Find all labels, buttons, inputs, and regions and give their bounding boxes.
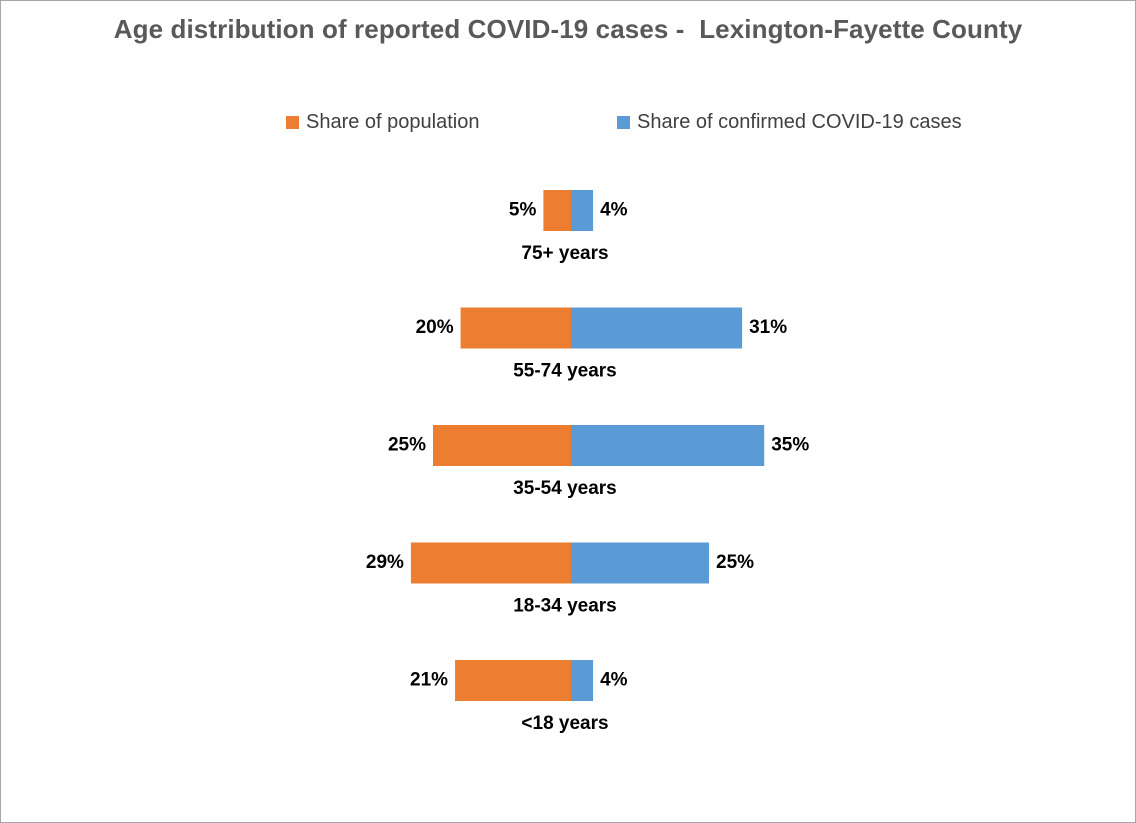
data-label-cases: 25% — [716, 552, 754, 573]
bar-cases — [571, 660, 594, 701]
category-label: 18-34 years — [513, 596, 617, 617]
bar-population — [460, 307, 571, 349]
data-label-cases: 4% — [600, 200, 628, 221]
legend-swatch-population — [286, 115, 299, 129]
category-label: 35-54 years — [513, 478, 617, 499]
data-label-population: 5% — [509, 200, 537, 221]
data-label-cases: 4% — [600, 670, 628, 691]
legend-swatch-cases — [617, 115, 630, 129]
chart-title: Age distribution of reported COVID-19 ca… — [113, 14, 1023, 44]
bar-cases — [571, 425, 765, 466]
legend-label-population: Share of population — [306, 110, 480, 133]
data-label-cases: 31% — [749, 317, 787, 338]
bar-population — [543, 190, 571, 231]
category-label: 55-74 years — [513, 361, 617, 382]
bar-cases — [571, 542, 709, 584]
bar-population — [410, 542, 571, 584]
bar-cases — [571, 307, 743, 349]
data-label-population: 20% — [416, 317, 454, 338]
legend-label-cases: Share of confirmed COVID-19 cases — [637, 110, 962, 133]
legend-item-cases: Share of confirmed COVID-19 cases — [617, 110, 962, 134]
data-label-population: 29% — [366, 552, 404, 573]
data-label-cases: 35% — [771, 435, 809, 456]
category-label: 75+ years — [521, 243, 608, 264]
category-label: <18 years — [521, 713, 608, 734]
data-label-population: 25% — [388, 435, 426, 456]
data-label-population: 21% — [410, 670, 448, 691]
bar-cases — [571, 190, 594, 231]
legend-item-population: Share of population — [286, 110, 479, 134]
bar-population — [433, 425, 571, 466]
bar-population — [455, 660, 571, 701]
